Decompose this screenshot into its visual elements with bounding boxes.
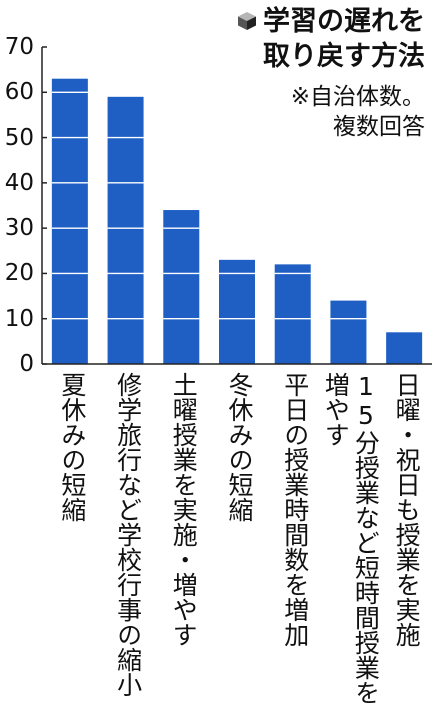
axes-group (41, 46, 432, 365)
x-category-label: 土曜授業を実施・増やす (169, 372, 199, 647)
bar-5 (274, 264, 311, 364)
bar-6 (330, 300, 367, 364)
y-tick-label: 0 (19, 351, 34, 377)
y-tick-label: 70 (4, 34, 34, 60)
cube-icon (238, 12, 256, 30)
bar-1 (51, 78, 88, 364)
bars-group (51, 78, 423, 365)
y-tick-label: 30 (4, 215, 34, 242)
x-category-label: 日曜・祝日も授業を実施 (392, 372, 422, 647)
y-tick-label: 60 (4, 79, 34, 106)
note-line-1: ※自治体数。 (290, 84, 425, 110)
chart-title: 学習の遅れを 取り戻す方法 (215, 4, 425, 74)
title-text-line-1: 学習の遅れを (263, 6, 425, 37)
y-tick-label: 40 (4, 169, 34, 196)
x-category-label: 冬休みの短縮 (225, 372, 254, 522)
title-line-1: 学習の遅れを (215, 4, 425, 39)
note-line-2: 複数回答 (333, 114, 425, 140)
bar-gridlines (51, 91, 367, 320)
x-category-label: 増やす (321, 372, 351, 447)
bar-7 (386, 332, 423, 364)
title-text-line-2: 取り戻す方法 (263, 41, 425, 72)
bar-3 (163, 210, 200, 364)
y-tick-label: 20 (4, 260, 34, 287)
x-category-label: 平日の授業時間数を増加 (280, 372, 310, 647)
y-tick-label: 50 (4, 124, 34, 151)
chart-note: ※自治体数。 複数回答 (235, 82, 425, 142)
x-category-label: 修学旅行など学校行事の縮小 (113, 372, 143, 697)
x-category-label: 15分授業など短時間授業を (351, 372, 381, 705)
bar-4 (219, 259, 255, 364)
x-category-label: 夏休みの短縮 (57, 372, 87, 522)
y-tick-label: 10 (4, 305, 34, 332)
bar-2 (107, 96, 144, 365)
